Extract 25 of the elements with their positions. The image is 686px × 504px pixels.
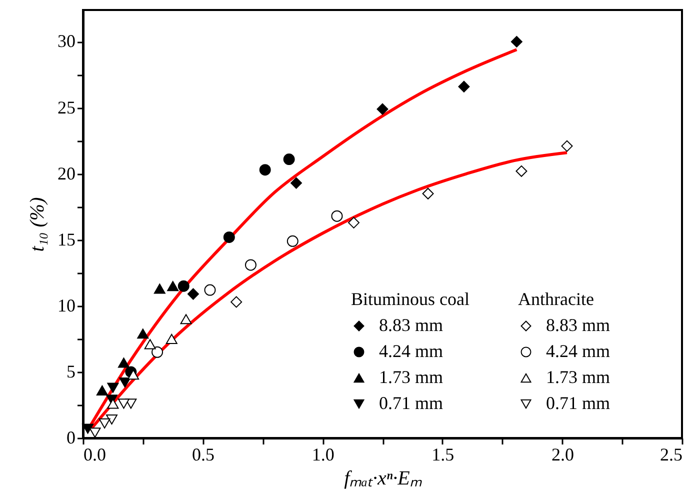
- x-tick-label: 2.5: [660, 444, 682, 464]
- x-tick-label: 1.0: [312, 444, 334, 464]
- legend-label: 0.71 mm: [546, 393, 610, 413]
- x-tick-label: 0.5: [192, 444, 215, 464]
- y-tick-label: 5: [66, 361, 76, 382]
- y-tick-label: 10: [58, 295, 76, 316]
- legend-label: 8.83 mm: [379, 315, 444, 335]
- x-tick-label: 1.5: [432, 444, 454, 464]
- x-axis-title: fₘₐₜ·xⁿ·Eₘ: [344, 468, 422, 490]
- annotation: Anthracite: [518, 289, 594, 309]
- y-tick-label: 15: [58, 229, 76, 250]
- annotation: Bituminous coal: [351, 289, 470, 309]
- y-tick-label: 25: [58, 97, 76, 118]
- y-tick-label: 20: [58, 163, 76, 184]
- y-tick-label: 0: [66, 428, 76, 448]
- legend-label: 8.83 mm: [546, 315, 610, 335]
- x-tick-label: 2.0: [551, 444, 574, 464]
- legend-label: 1.73 mm: [379, 367, 444, 387]
- legend-label: 1.73 mm: [546, 367, 610, 387]
- y-axis-title: t₁₀ (%): [26, 196, 48, 252]
- legend-label: 0.71 mm: [379, 393, 444, 413]
- x-tick-label: 0.0: [84, 444, 106, 464]
- legend-label: 4.24 mm: [379, 341, 444, 361]
- y-tick-label: 30: [58, 31, 76, 52]
- legend-label: 4.24 mm: [546, 341, 610, 361]
